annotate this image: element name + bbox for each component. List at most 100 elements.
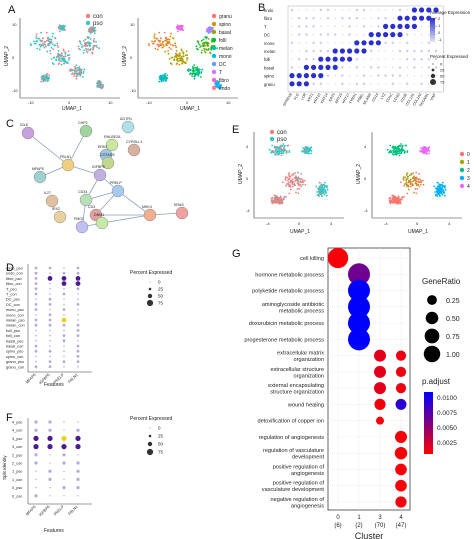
dotplot-d-dot <box>35 314 37 316</box>
dotplot-b-dot <box>421 66 423 68</box>
dotplot-f-row-label: 3_con <box>12 445 22 449</box>
dotplot-f-dot <box>35 486 37 489</box>
umap-a-cluster-point <box>200 72 203 74</box>
dotplot-b-dot <box>326 8 330 12</box>
umap-a-cluster-point <box>200 51 203 54</box>
umap-a-point <box>98 47 101 50</box>
network-node-label: IL27 <box>44 191 51 195</box>
padj-title: p.adjust <box>422 377 451 386</box>
umap-e-point <box>316 191 319 193</box>
dotplot-d-dot <box>77 340 79 342</box>
network-node-label: PRELP <box>110 181 122 185</box>
umap-a-cluster-point <box>217 84 220 87</box>
enrichment-term-label: positive regulation of <box>273 481 325 487</box>
dotplot-d-dot <box>34 323 38 327</box>
umap-a-point <box>90 28 93 31</box>
umap-e-point <box>325 194 328 197</box>
dotplot-b-dot <box>312 17 315 20</box>
umap-e-cluster-point <box>412 175 415 178</box>
dotplot-d-dot <box>34 308 38 311</box>
umap-e-cluster-point <box>436 189 438 192</box>
dotplot-d-dot <box>77 298 79 300</box>
umap-e-point <box>297 182 300 185</box>
umap-e-point <box>282 151 285 153</box>
dotplot-b-dot <box>363 66 365 68</box>
legend-pso-dot <box>85 20 91 26</box>
umap-e-cluster-point <box>401 196 404 199</box>
legend-pso-label: pso <box>93 21 103 27</box>
dotplot-b-dot <box>341 82 344 86</box>
umap-a-point <box>79 41 82 44</box>
dotplot-f-dot <box>63 478 65 481</box>
enrichment-xtick-count: (6) <box>334 523 341 529</box>
panel-a-umap: UMAP_1 UMAP_2 -10 0 10 -10 0 10 UMAP_1 UMAP_2 -10 0… <box>4 13 238 112</box>
percent-f-legend-dot <box>146 448 154 456</box>
umap-e-cluster-point <box>398 144 400 147</box>
network-node-label: CYRGLL1 <box>126 140 142 144</box>
umap-a-right-xtick: -10 <box>146 100 153 105</box>
dotplot-b-dot <box>370 9 372 11</box>
percent-d-legend-dot <box>148 287 152 291</box>
network-node <box>45 194 59 208</box>
umap-e-cluster-point <box>435 187 437 190</box>
cluster-e-legend-dot <box>459 175 465 181</box>
percent-legend-dot <box>430 73 436 79</box>
umap-e-point <box>298 187 301 190</box>
umap-e-cluster-point <box>423 146 425 149</box>
umap-a-cluster-point <box>165 43 168 45</box>
dotplot-b-dot <box>406 66 408 68</box>
umap-a-point <box>47 43 50 45</box>
umap-e-point <box>310 152 313 155</box>
network-node <box>79 193 93 207</box>
dotplot-b-dot <box>427 58 430 61</box>
dotplot-b-gene-label: PMEL <box>357 93 365 103</box>
enrichment-dot <box>348 263 370 286</box>
umap-a-point <box>35 33 38 35</box>
umap-e-point <box>315 185 318 188</box>
dotplot-b-dot <box>319 49 322 53</box>
dotplot-b-dot <box>325 64 331 70</box>
dotplot-f-dot <box>63 470 65 472</box>
dotplot-d-dot <box>34 303 38 306</box>
umap-e-point <box>293 177 296 180</box>
generatio-legend-dot <box>427 295 437 305</box>
umap-a-point <box>46 37 49 39</box>
umap-a-point <box>52 32 54 35</box>
umap-a-point <box>78 70 81 73</box>
dotplot-b-dot <box>290 66 294 69</box>
umap-e-cluster-point <box>436 185 439 188</box>
umap-e-point <box>294 175 297 178</box>
umap-a-cluster-point <box>203 44 206 47</box>
umap-e-cluster-point <box>441 191 443 193</box>
dotplot-f-dot <box>75 435 81 441</box>
dotplot-f-row-label: 3_pso <box>12 437 22 441</box>
dotplot-f-row-label: 0_pso <box>12 486 22 490</box>
umap-a-left-xtick: -10 <box>28 100 35 105</box>
dotplot-f-dot <box>33 435 39 441</box>
umap-a-point <box>80 68 83 71</box>
umap-a-cluster-point <box>166 40 169 43</box>
umap-e-point <box>306 149 308 152</box>
dotplot-b-dot <box>348 17 351 20</box>
legend-con-label: con <box>93 14 103 20</box>
dotplot-b-dot <box>311 73 317 79</box>
network-node-label: MKK4 <box>142 205 152 209</box>
umap-e-cluster-point <box>403 184 405 187</box>
umap-a-cluster-point <box>196 66 199 69</box>
dotplot-f-dot <box>62 453 66 457</box>
umap-e-point <box>291 185 294 188</box>
umap-a-point <box>78 69 81 71</box>
dotplot-b-dot <box>426 7 432 13</box>
umap-e-right-xtick: 4 <box>448 221 451 226</box>
dotplot-b-row-label: spino <box>264 74 275 79</box>
umap-a-point <box>62 55 65 58</box>
umap-e-point <box>278 150 280 152</box>
dotplot-d-dot <box>48 349 52 353</box>
umap-e-right-ytick: 0 <box>364 176 367 181</box>
dotplot-b-gene-label: TYRP1 <box>348 93 357 105</box>
umap-a-cluster-point <box>197 73 200 76</box>
generatio-title: GeneRatio <box>422 277 461 286</box>
umap-a-cluster-point <box>179 54 182 57</box>
umap-a-cluster-point <box>200 76 202 78</box>
percent-f-title: Percent Expressed <box>130 416 172 422</box>
